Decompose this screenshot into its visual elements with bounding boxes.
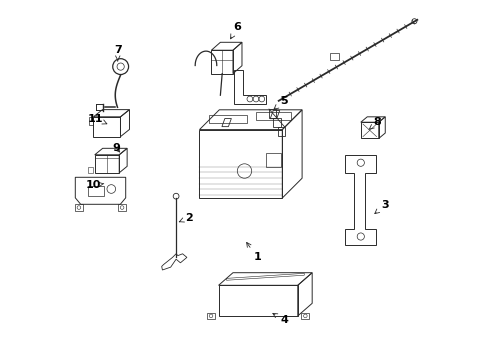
- Text: 4: 4: [272, 313, 287, 325]
- Text: 8: 8: [368, 117, 381, 130]
- Text: 11: 11: [88, 114, 107, 124]
- Text: 7: 7: [114, 45, 122, 61]
- Text: 3: 3: [374, 200, 388, 213]
- Text: 5: 5: [273, 96, 287, 109]
- Text: 2: 2: [179, 213, 192, 223]
- Text: 9: 9: [112, 143, 120, 153]
- Text: 10: 10: [85, 180, 103, 190]
- Bar: [88, 167, 92, 173]
- Text: 6: 6: [230, 22, 241, 39]
- Text: 1: 1: [246, 242, 261, 262]
